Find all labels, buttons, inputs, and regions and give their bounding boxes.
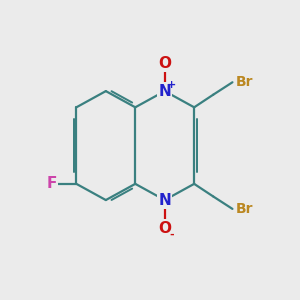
Text: O: O [158, 56, 171, 70]
Text: Br: Br [236, 202, 253, 216]
Text: N: N [158, 84, 171, 99]
Text: N: N [158, 193, 171, 208]
Text: F: F [46, 176, 56, 191]
Text: Br: Br [236, 75, 253, 89]
Text: -: - [169, 230, 173, 239]
Text: +: + [167, 80, 176, 90]
Text: O: O [158, 220, 171, 236]
